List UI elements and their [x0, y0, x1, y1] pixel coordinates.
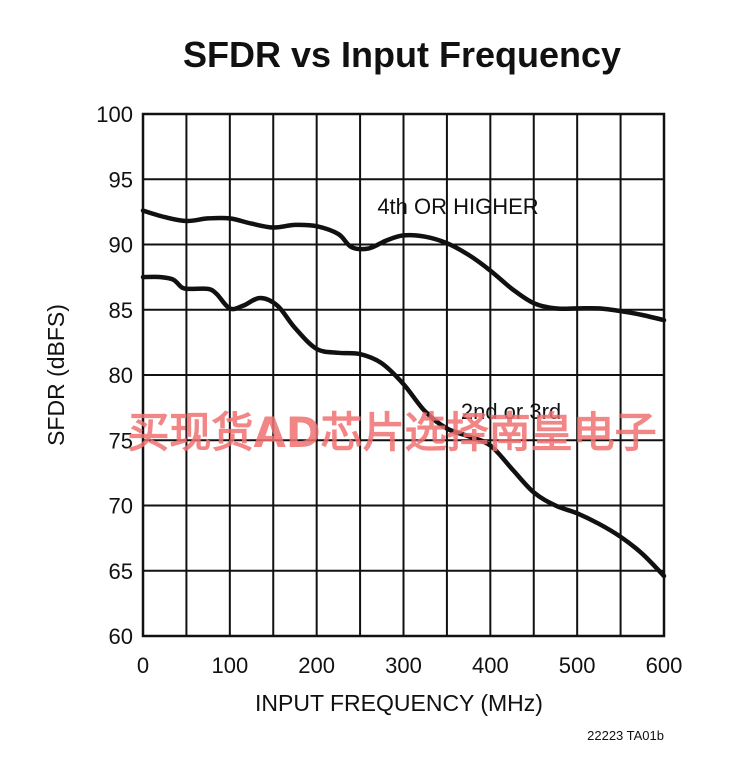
series-line-2nd-or-3rd — [140, 274, 667, 579]
y-tick-label: 80 — [109, 363, 133, 388]
y-tick-label: 95 — [109, 167, 133, 192]
y-tick-label: 100 — [96, 102, 133, 127]
x-tick-label: 200 — [298, 653, 335, 678]
x-tick-label: 500 — [559, 653, 596, 678]
x-tick-label: 400 — [472, 653, 509, 678]
y-tick-label: 65 — [109, 559, 133, 584]
series-line-4th-or-higher — [140, 208, 667, 323]
watermark-text: 买现货AD芯片选择南皇电子 — [127, 408, 656, 457]
figure-code: 22223 TA01b — [587, 728, 664, 743]
y-tick-label: 70 — [109, 494, 133, 519]
y-tick-label: 60 — [109, 624, 133, 649]
y-tick-label: 90 — [109, 233, 133, 258]
y-tick-label: 75 — [109, 428, 133, 453]
x-tick-label: 600 — [646, 653, 683, 678]
chart-grid — [141, 112, 666, 638]
x-tick-label: 0 — [137, 653, 149, 678]
x-tick-label: 100 — [211, 653, 248, 678]
annotation-2nd-or-3rd: 2nd or 3rd — [461, 399, 561, 424]
plot-frame — [141, 112, 666, 638]
x-axis-label: INPUT FREQUENCY (MHz) — [255, 690, 543, 716]
x-tick-labels: 0 100 200 300 400 500 600 — [137, 653, 682, 678]
y-tick-label: 85 — [109, 298, 133, 323]
y-tick-labels: 60 65 70 75 80 85 90 95 100 — [96, 102, 133, 649]
annotation-4th-or-higher: 4th OR HIGHER — [377, 194, 538, 219]
chart-title: SFDR vs Input Frequency — [183, 34, 621, 75]
y-axis-label: SFDR (dBFS) — [43, 304, 69, 446]
x-tick-label: 300 — [385, 653, 422, 678]
series-lines — [140, 208, 667, 579]
